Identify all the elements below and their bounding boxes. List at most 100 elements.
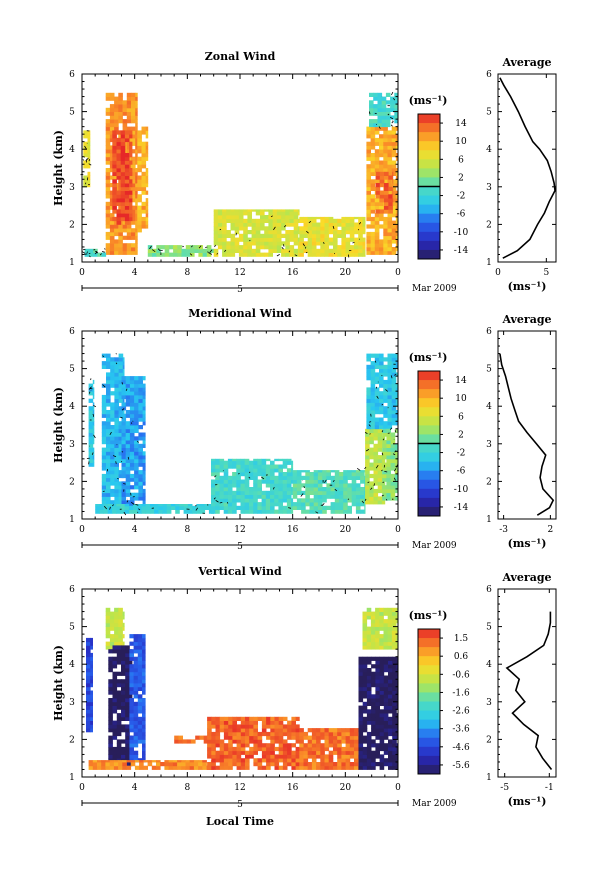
heatmap-cell: [116, 141, 122, 146]
heatmap-cell: [112, 183, 117, 188]
heatmap-cell: [391, 372, 397, 377]
heatmap-cell: [109, 228, 115, 233]
heatmap-cell: [341, 222, 346, 227]
heatmap-cell: [135, 216, 138, 222]
heatmap-cell: [116, 739, 122, 744]
heatmap-cell: [379, 410, 384, 415]
heatmap-cell: [379, 622, 384, 627]
heatmap-cell: [347, 483, 352, 488]
colorbar-swatch: [418, 683, 440, 693]
heatmap-cell: [272, 248, 278, 253]
heatmap-cell: [114, 466, 119, 471]
heatmap-cell: [227, 494, 233, 499]
heatmap-cell: [317, 479, 323, 484]
heatmap-cell: [370, 186, 376, 191]
heatmap-cell: [135, 126, 138, 131]
heatmap-cell: [268, 237, 273, 242]
heatmap-cell: [92, 462, 95, 467]
heatmap-cell: [245, 724, 250, 729]
heatmap-cell: [328, 216, 334, 220]
heatmap-cell: [236, 754, 242, 759]
heatmap-cell: [112, 728, 118, 733]
heatmap-cell: [122, 398, 125, 403]
heatmap-cell: [232, 472, 237, 477]
heatmap-cell: [396, 713, 399, 718]
heatmap-cell: [358, 660, 364, 665]
colorbar-swatch: [418, 674, 440, 684]
heatmap-cell: [116, 175, 122, 180]
heatmap-cell: [330, 502, 336, 507]
heatmap-cell: [257, 746, 263, 752]
heatmap-cell: [137, 686, 143, 691]
heatmap-cell: [392, 758, 397, 763]
heatmap-cell: [374, 353, 380, 358]
heatmap-cell: [375, 735, 380, 740]
heatmap-cell: [390, 100, 395, 105]
heatmap-cell: [135, 153, 138, 158]
heatmap-cell: [142, 451, 146, 456]
heatmap-cell: [223, 735, 229, 740]
heatmap-cell: [223, 490, 229, 495]
heatmap-cell: [264, 233, 269, 238]
heatmap-cell: [211, 505, 216, 510]
heatmap-cell: [341, 758, 346, 763]
heatmap-cell: [232, 731, 237, 737]
heatmap-cell: [272, 226, 278, 231]
heatmap-cell: [337, 222, 342, 227]
heatmap-cell: [106, 488, 111, 494]
heatmap-cell: [354, 739, 359, 744]
heatmap-cell: [383, 126, 388, 131]
heatmap-cell: [168, 765, 174, 770]
heatmap-cell: [384, 171, 389, 176]
heatmap-cell: [88, 443, 94, 448]
heatmap-cell: [219, 746, 225, 752]
heatmap-cell: [101, 252, 107, 257]
heatmap-cell: [264, 218, 269, 223]
heatmap-cell: [129, 447, 135, 452]
heatmap-cell: [137, 731, 143, 737]
heatmap-cell: [366, 607, 372, 612]
heatmap-cell: [341, 245, 346, 250]
heatmap-cell: [362, 248, 366, 253]
heatmap-cell: [137, 179, 142, 184]
heatmap-cell: [186, 739, 192, 744]
heatmap-cell: [360, 487, 365, 492]
heatmap-cell: [392, 175, 394, 180]
heatmap-cell: [247, 215, 252, 220]
profile-x-label: (ms⁻¹): [508, 280, 547, 293]
heatmap-cell: [394, 115, 399, 120]
heatmap-cell: [145, 504, 151, 507]
heatmap-cell: [105, 762, 110, 767]
heatmap-cell: [122, 762, 127, 767]
heatmap-cell: [358, 656, 364, 661]
heatmap-cell: [362, 619, 368, 624]
heatmap-cell: [366, 235, 371, 240]
heatmap-cell: [382, 432, 387, 437]
colorbar-swatch: [418, 443, 440, 454]
heatmap-cell: [268, 226, 273, 231]
heatmap-cell: [240, 720, 246, 725]
heatmap-cell: [168, 252, 174, 257]
heatmap-cell: [307, 743, 313, 748]
heatmap-cell: [147, 252, 153, 257]
heatmap-cell: [395, 141, 399, 146]
heatmap-cell: [112, 683, 118, 688]
heatmap-cell: [366, 410, 371, 415]
heatmap-cell: [245, 754, 250, 759]
heatmap-cell: [396, 645, 399, 650]
heatmap-cell: [240, 479, 246, 484]
heatmap-cell: [365, 455, 370, 460]
heatmap-cell: [370, 353, 376, 358]
heatmap-cell: [276, 237, 282, 242]
heatmap-cell: [215, 743, 221, 748]
heatmap-cell: [112, 134, 117, 139]
profile-y-tick-label: 1: [486, 515, 492, 525]
heatmap-cell: [129, 379, 135, 385]
heatmap-cell: [388, 205, 393, 210]
heatmap-cell: [211, 494, 216, 499]
heatmap-cell: [251, 241, 257, 246]
heatmap-cell: [122, 626, 125, 631]
heatmap-cell: [219, 464, 225, 469]
heatmap-cell: [379, 724, 385, 729]
heatmap-cell: [227, 483, 233, 488]
